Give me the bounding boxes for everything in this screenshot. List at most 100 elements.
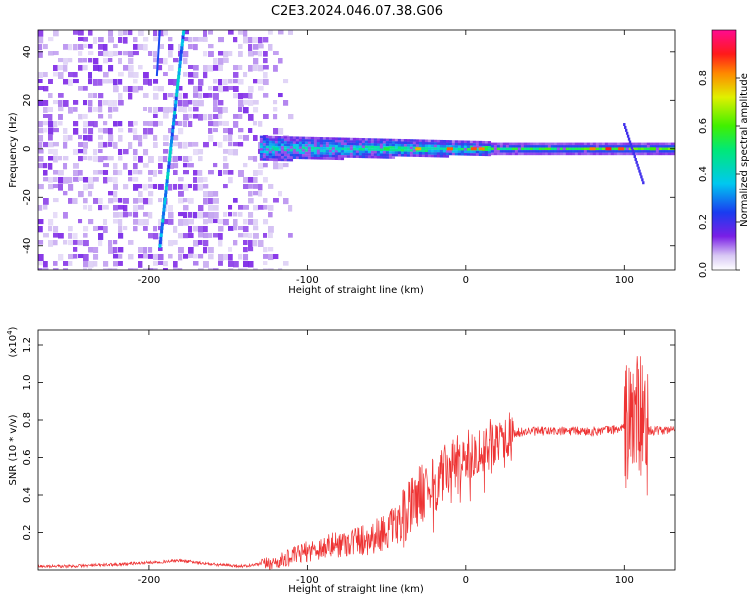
heatmap-cell xyxy=(586,142,591,146)
heatmap-cell xyxy=(502,145,507,148)
heatmap-cell xyxy=(547,150,552,153)
heatmap-cell xyxy=(298,141,303,145)
heatmap-cell xyxy=(619,142,624,146)
heatmap-cell xyxy=(403,141,408,145)
heatmap-cell xyxy=(469,140,474,144)
heatmap-cell xyxy=(198,254,204,259)
heatmap-cell xyxy=(273,107,278,112)
heatmap-cell xyxy=(463,148,468,151)
heatmap-cell xyxy=(203,93,209,98)
heatmap-cell xyxy=(463,140,468,144)
heatmap-cell xyxy=(128,72,134,78)
heatmap-cell xyxy=(73,233,78,240)
heatmap-cell xyxy=(355,150,360,154)
heatmap-cell xyxy=(133,226,138,232)
heatmap-cell xyxy=(403,151,408,155)
heatmap-cell xyxy=(238,93,244,100)
heatmap-cell xyxy=(304,151,309,155)
heatmap-cell xyxy=(667,152,672,156)
heatmap-cell xyxy=(562,147,567,151)
heatmap-cell xyxy=(463,145,468,149)
heatmap-cell xyxy=(272,147,279,151)
heatmap-cell xyxy=(138,261,143,268)
heatmap-cell xyxy=(173,103,177,108)
heatmap-cell xyxy=(243,30,248,37)
heatmap-cell xyxy=(228,135,233,142)
heatmap-cell xyxy=(268,30,273,35)
heatmap-cell xyxy=(268,140,273,144)
heatmap-cell xyxy=(607,150,612,153)
heatmap-cell xyxy=(93,58,99,65)
heatmap-cell xyxy=(289,151,294,154)
heatmap-cell xyxy=(316,146,321,150)
heatmap-cell xyxy=(265,140,270,144)
heatmap-cell xyxy=(481,153,486,157)
heatmap-cell xyxy=(433,152,438,155)
heatmap-cell xyxy=(118,121,123,127)
heatmap-cell xyxy=(78,51,83,56)
heatmap-cell xyxy=(223,86,229,92)
heatmap-cell xyxy=(263,219,269,225)
heatmap-cell xyxy=(233,198,238,203)
heatmap-cell xyxy=(218,219,224,225)
heatmap-cell xyxy=(538,147,543,151)
heatmap-cell xyxy=(343,140,348,143)
heatmap-cell xyxy=(616,145,621,148)
heatmap-cell xyxy=(53,233,59,238)
heatmap-cell xyxy=(123,65,129,71)
heatmap-cell xyxy=(183,51,189,58)
heatmap-cell xyxy=(484,153,489,157)
heatmap-cell xyxy=(248,240,253,247)
heatmap-cell xyxy=(168,184,173,191)
heatmap-cell xyxy=(565,152,570,156)
heatmap-cell xyxy=(128,177,133,182)
heatmap-cell xyxy=(280,153,285,157)
heatmap-cell xyxy=(73,240,78,245)
heatmap-cell xyxy=(181,35,185,40)
heatmap-cell xyxy=(78,135,83,140)
heatmap-cell xyxy=(307,146,312,150)
heatmap-cell xyxy=(113,86,119,93)
heatmap-cell xyxy=(273,65,278,72)
heatmap-cell xyxy=(283,148,288,152)
heatmap-cell xyxy=(133,177,139,182)
heatmap-cell xyxy=(118,72,124,77)
heatmap-cell xyxy=(580,145,585,148)
heatmap-cell xyxy=(367,153,372,156)
heatmap-cell xyxy=(158,243,162,248)
heatmap-cell xyxy=(218,58,224,65)
heatmap-cell xyxy=(143,149,149,156)
heatmap-cell xyxy=(418,151,423,155)
heatmap-cell xyxy=(280,141,285,144)
x-tick-label: -100 xyxy=(296,275,319,286)
heatmap-cell xyxy=(307,136,312,140)
heatmap-cell xyxy=(263,114,269,120)
heatmap-cell xyxy=(400,141,405,145)
heatmap-cell xyxy=(233,226,238,231)
heatmap-cell xyxy=(128,58,134,65)
heatmap-cell xyxy=(103,261,109,267)
heatmap-cell xyxy=(361,140,366,144)
heatmap-cell xyxy=(571,150,576,153)
heatmap-cell xyxy=(98,156,104,163)
heatmap-cell xyxy=(295,156,300,160)
heatmap-cell xyxy=(164,186,168,191)
heatmap-cell xyxy=(253,100,259,105)
heatmap-cell xyxy=(103,58,109,64)
heatmap-cell xyxy=(523,147,528,151)
heatmap-cell xyxy=(292,148,297,152)
heatmap-cell xyxy=(583,150,588,153)
heatmap-cell xyxy=(633,155,636,159)
heatmap-cell xyxy=(148,121,154,127)
heatmap-cell xyxy=(43,72,48,78)
heatmap-cell xyxy=(98,93,104,99)
heatmap-cell xyxy=(223,79,228,86)
heatmap-cell xyxy=(233,72,239,78)
heatmap-cell xyxy=(158,226,163,231)
heatmap-cell xyxy=(223,58,229,63)
heatmap-cell xyxy=(118,100,124,106)
heatmap-cell xyxy=(352,145,357,148)
heatmap-cell xyxy=(639,172,642,176)
heatmap-cell xyxy=(103,51,109,57)
heatmap-cell xyxy=(649,150,654,153)
